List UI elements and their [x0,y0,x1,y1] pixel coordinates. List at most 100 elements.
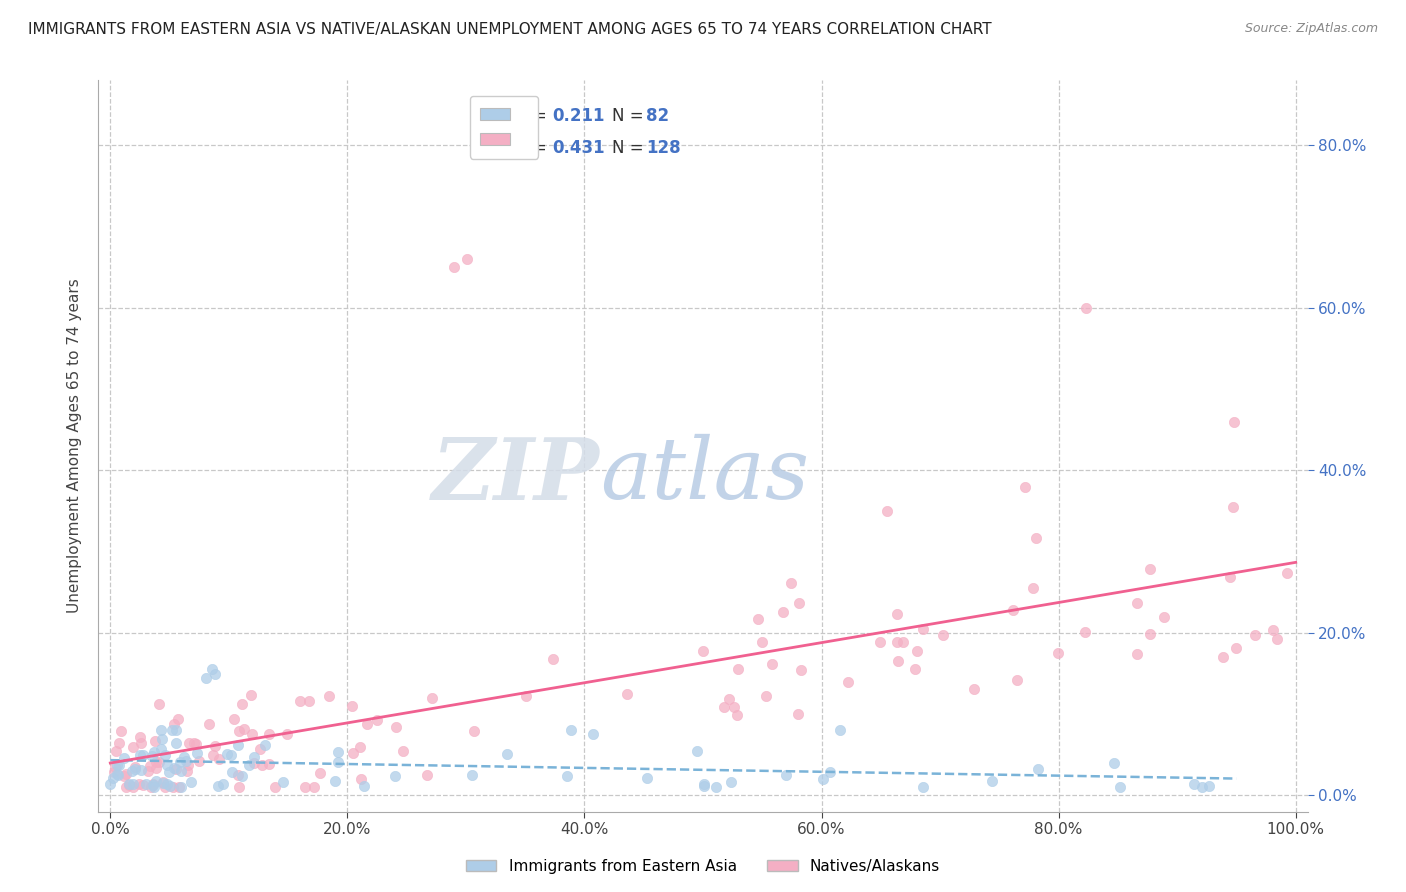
Point [727,662,749,676]
Point [276,727,298,741]
Point [263,780,285,795]
Point [153,780,176,795]
Point [184,737,207,751]
Point [108,758,131,772]
Point [1074,301,1097,315]
Point [105,757,128,772]
Point [818,765,841,780]
Point [302,780,325,795]
Point [692,644,714,658]
Point [112,751,135,765]
Point [340,698,363,713]
Point [153,747,176,762]
Point [115,780,138,795]
Point [167,780,190,795]
Point [616,687,638,701]
Point [515,689,537,703]
Point [142,777,165,791]
Point [755,689,778,703]
Point [297,694,319,708]
Point [138,759,160,773]
Point [257,727,280,741]
Point [713,699,735,714]
Point [180,775,202,789]
Point [555,769,578,783]
Text: N =: N = [613,107,650,125]
Point [217,747,239,761]
Point [149,723,172,738]
Point [1014,480,1036,494]
Point [124,762,146,776]
Text: R =: R = [516,139,551,157]
Point [170,764,193,778]
Point [159,779,181,793]
Point [162,780,184,795]
Point [541,652,564,666]
Text: ZIP: ZIP [433,434,600,517]
Point [253,738,276,752]
Point [495,747,517,761]
Point [221,765,243,780]
Point [204,739,226,753]
Point [294,780,316,795]
Point [129,735,152,749]
Point [142,778,165,792]
Point [1104,756,1126,770]
Point [1222,415,1244,429]
Point [384,769,406,783]
Point [456,252,478,266]
Point [112,769,135,783]
Point [176,764,198,778]
Point [240,727,263,741]
Text: R =: R = [516,107,551,125]
Point [208,752,231,766]
Y-axis label: Unemployment Among Ages 65 to 74 years: Unemployment Among Ages 65 to 74 years [67,278,83,614]
Point [1265,632,1288,646]
Point [139,780,162,795]
Point [105,743,128,757]
Point [148,755,170,769]
Point [240,688,263,702]
Point [1191,780,1213,794]
Point [177,736,200,750]
Point [201,663,224,677]
Point [252,757,274,772]
Point [747,612,769,626]
Text: 82: 82 [647,107,669,125]
Point [103,765,125,780]
Point [157,764,180,779]
Point [135,777,157,791]
Point [911,622,934,636]
Point [385,720,408,734]
Point [122,777,145,791]
Point [177,758,200,772]
Point [963,682,986,697]
Point [238,758,260,772]
Point [228,780,250,795]
Point [443,260,465,275]
Point [132,778,155,792]
Point [108,736,131,750]
Point [1222,500,1244,514]
Point [461,768,484,782]
Point [1219,570,1241,584]
Point [1125,596,1147,610]
Point [704,780,727,794]
Point [228,768,250,782]
Point [219,747,242,762]
Point [786,707,808,722]
Text: 0.211: 0.211 [551,107,605,125]
Point [891,634,914,648]
Point [124,760,146,774]
Point [905,644,928,658]
Point [1126,647,1149,661]
Text: 128: 128 [647,139,681,157]
Point [560,723,582,738]
Point [392,744,415,758]
Point [173,749,195,764]
Point [1275,566,1298,580]
Point [169,780,191,795]
Point [222,712,245,726]
Point [932,628,955,642]
Point [122,739,145,754]
